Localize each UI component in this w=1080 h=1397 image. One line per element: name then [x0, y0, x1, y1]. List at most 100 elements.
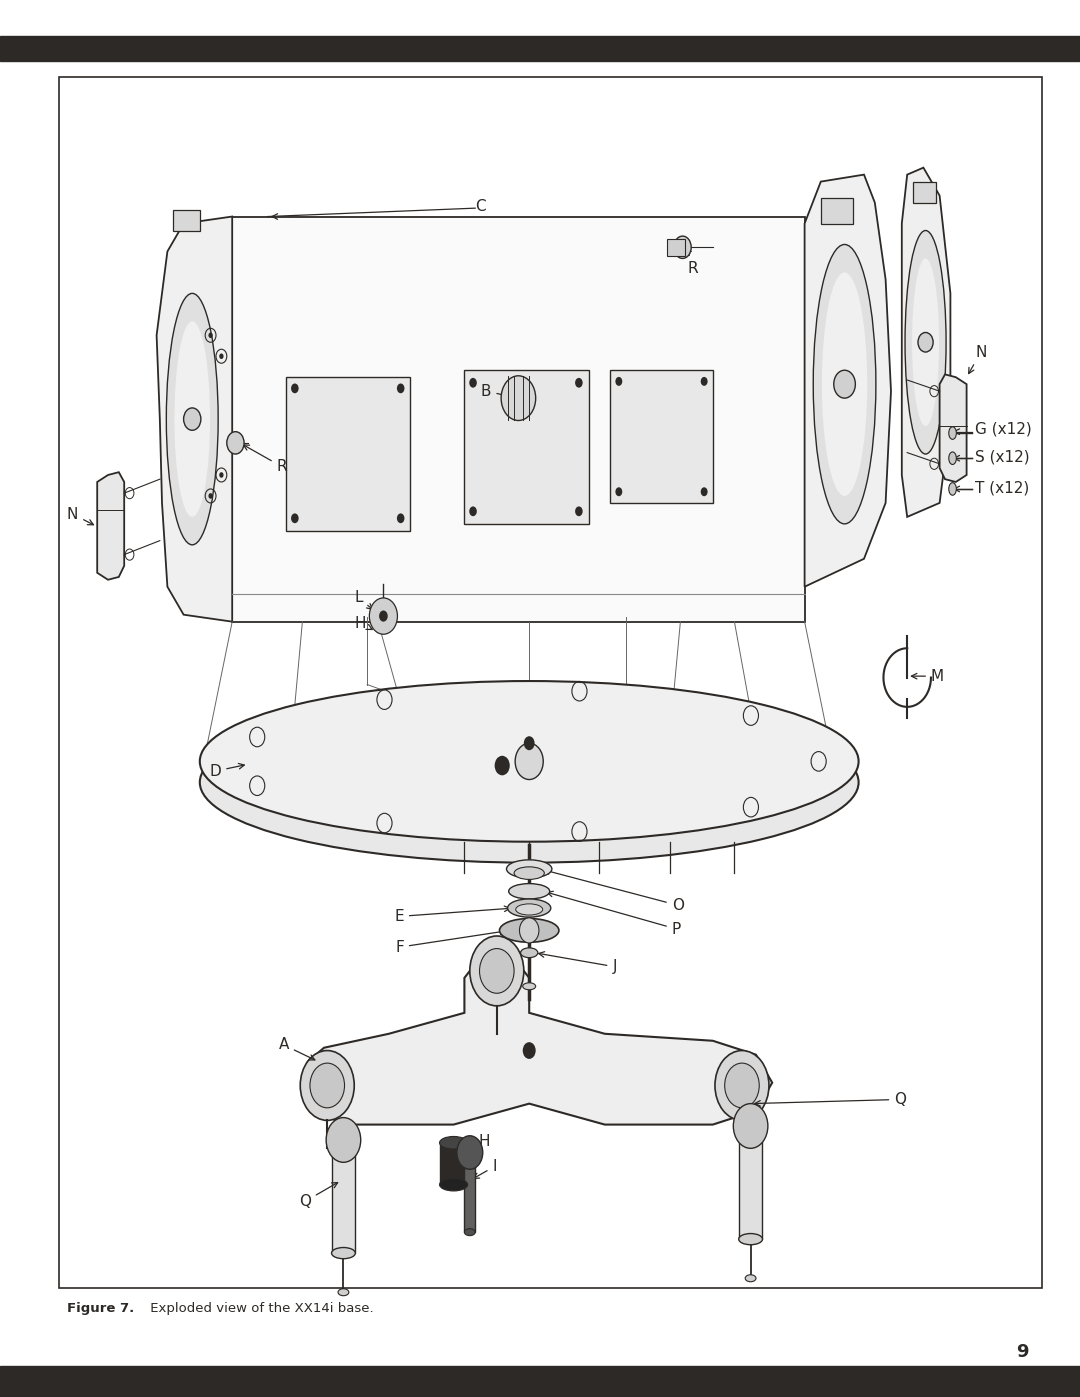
Ellipse shape: [338, 1288, 349, 1296]
Circle shape: [515, 743, 543, 780]
Circle shape: [674, 236, 691, 258]
Polygon shape: [332, 1148, 355, 1253]
Circle shape: [470, 936, 524, 1006]
Ellipse shape: [200, 682, 859, 841]
Polygon shape: [464, 1153, 475, 1232]
Circle shape: [292, 383, 298, 394]
Circle shape: [379, 610, 388, 622]
Ellipse shape: [745, 1274, 756, 1282]
Polygon shape: [157, 217, 232, 622]
Circle shape: [575, 507, 583, 517]
Circle shape: [300, 1051, 354, 1120]
Circle shape: [397, 514, 405, 524]
Ellipse shape: [514, 866, 544, 880]
Circle shape: [208, 493, 213, 499]
Circle shape: [227, 432, 244, 454]
Ellipse shape: [905, 231, 946, 454]
Circle shape: [457, 1136, 483, 1169]
Text: 9: 9: [1015, 1344, 1028, 1361]
Text: Exploded view of the XX14i base.: Exploded view of the XX14i base.: [146, 1302, 374, 1315]
Circle shape: [470, 379, 477, 388]
Polygon shape: [464, 370, 589, 524]
Ellipse shape: [822, 272, 867, 496]
Circle shape: [834, 370, 855, 398]
Polygon shape: [940, 374, 967, 482]
Circle shape: [292, 514, 298, 524]
Ellipse shape: [507, 859, 552, 879]
Circle shape: [524, 736, 535, 750]
Text: L: L: [354, 591, 373, 609]
Text: R: R: [243, 444, 287, 474]
Text: C: C: [475, 200, 486, 214]
Circle shape: [575, 379, 583, 388]
Ellipse shape: [174, 321, 210, 517]
Ellipse shape: [440, 1137, 468, 1148]
Text: D: D: [210, 763, 244, 778]
Ellipse shape: [332, 1143, 355, 1154]
Text: T (x12): T (x12): [975, 481, 1029, 495]
Circle shape: [480, 949, 514, 993]
Circle shape: [470, 507, 477, 517]
Circle shape: [519, 918, 539, 943]
Polygon shape: [232, 217, 805, 622]
Circle shape: [701, 377, 707, 386]
Ellipse shape: [509, 884, 550, 900]
Ellipse shape: [464, 1229, 475, 1236]
Ellipse shape: [166, 293, 218, 545]
Circle shape: [397, 383, 405, 394]
Circle shape: [715, 1051, 769, 1120]
Text: Figure 7.: Figure 7.: [67, 1302, 134, 1315]
Text: H: H: [457, 1134, 490, 1160]
Polygon shape: [440, 1143, 468, 1185]
Polygon shape: [902, 168, 950, 517]
Polygon shape: [805, 175, 891, 587]
Ellipse shape: [949, 451, 957, 464]
Polygon shape: [308, 957, 772, 1125]
Circle shape: [369, 598, 397, 634]
Polygon shape: [173, 210, 200, 231]
Circle shape: [523, 1042, 536, 1059]
Ellipse shape: [332, 1248, 355, 1259]
Circle shape: [219, 472, 224, 478]
Ellipse shape: [500, 919, 559, 942]
Ellipse shape: [200, 703, 859, 863]
Text: Q: Q: [299, 1182, 338, 1208]
Ellipse shape: [949, 427, 957, 440]
Text: J: J: [539, 951, 617, 974]
Text: N: N: [67, 507, 94, 525]
Circle shape: [208, 332, 213, 338]
Text: H: H: [354, 616, 373, 630]
Polygon shape: [913, 182, 936, 203]
Ellipse shape: [523, 983, 536, 989]
Circle shape: [616, 488, 622, 496]
Text: B: B: [481, 384, 514, 398]
Ellipse shape: [739, 1129, 762, 1140]
Text: S (x12): S (x12): [975, 450, 1030, 464]
Circle shape: [495, 756, 510, 775]
Text: E: E: [394, 907, 510, 923]
Circle shape: [616, 377, 622, 386]
Circle shape: [219, 353, 224, 359]
Ellipse shape: [739, 1234, 762, 1245]
Text: I: I: [473, 1160, 497, 1179]
Polygon shape: [739, 1134, 762, 1239]
Text: N: N: [969, 345, 987, 373]
Circle shape: [184, 408, 201, 430]
Circle shape: [701, 488, 707, 496]
Text: O: O: [544, 869, 684, 912]
Circle shape: [733, 1104, 768, 1148]
Ellipse shape: [813, 244, 876, 524]
Ellipse shape: [521, 949, 538, 958]
Text: R: R: [686, 247, 699, 275]
Polygon shape: [286, 377, 410, 531]
Text: Q: Q: [755, 1092, 906, 1106]
Bar: [0, 1366, 1080, 1397]
Circle shape: [310, 1063, 345, 1108]
Polygon shape: [97, 472, 124, 580]
Polygon shape: [821, 198, 853, 224]
Polygon shape: [667, 239, 685, 256]
Text: F: F: [395, 929, 505, 954]
Ellipse shape: [516, 904, 543, 915]
Circle shape: [326, 1118, 361, 1162]
Circle shape: [501, 376, 536, 420]
